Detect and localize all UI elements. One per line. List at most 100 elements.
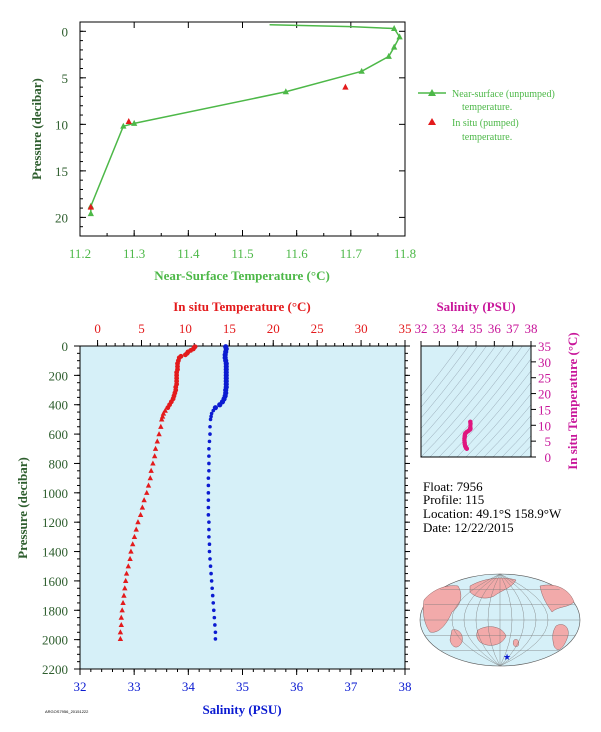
unpumped-point [282,88,289,95]
ts-ytick-label: 5 [545,434,552,449]
pumped-point [87,203,94,210]
profile-ytick-label: 1800 [42,603,68,618]
salinity-point [209,571,213,576]
ts-ytick-label: 25 [538,371,551,386]
temp-xtick-label: 30 [355,321,368,336]
temperature-point [158,423,164,429]
top-xtick-label: 11.4 [177,246,200,261]
temperature-point [154,438,160,444]
legend-pumped-1: In situ (pumped) [452,118,519,129]
ts-point [464,446,470,451]
unpumped-point [391,43,398,50]
temperature-point [122,577,129,584]
top-ytick-label: 15 [55,164,68,179]
unpumped-point [358,67,365,74]
ts-ytick-label: 20 [538,387,551,402]
sal-xtick-label: 35 [236,679,249,694]
salinity-point [211,408,216,413]
salinity-point [208,424,212,429]
temperature-point [118,614,124,620]
legend-marker-unpumped [428,89,436,96]
density-contour [474,393,531,457]
density-contour [421,346,505,449]
top-ytick-label: 20 [55,210,68,225]
salinity-point [207,468,211,473]
salinity-point [213,623,217,627]
salinity-point [206,513,211,517]
salinity-point [206,483,211,488]
ts-ytick-label: 15 [538,402,551,417]
salinity-point [207,542,212,547]
temperature-point [165,405,171,411]
temperature-point [122,585,128,591]
temperature-point [137,511,144,517]
temperature-point [133,526,139,532]
profile-ytick-label: 2000 [42,633,68,648]
temperature-point [160,410,167,416]
density-contour [447,358,531,457]
top-xtick-label: 11.6 [286,246,309,261]
temperature-point [135,519,141,525]
temperature-point [159,413,166,419]
temperature-point [127,555,133,561]
profile-ytick-label: 2200 [42,662,68,677]
salinity-point [208,557,212,561]
temperature-point [152,445,159,451]
temp-xtick-label: 20 [267,321,280,336]
legend-unpumped-1: Near-surface (unpumped) [452,89,555,100]
density-contour [421,346,478,419]
salinity-point [208,564,213,569]
temperature-point [144,489,150,495]
profile-bottom-xlabel: Salinity (PSU) [202,702,281,717]
ts-xtick-label: 38 [525,321,538,336]
salinity-point [208,432,212,436]
ts-ylabel: In situ Temperature (°C) [565,332,580,470]
temp-xtick-label: 15 [223,321,236,336]
salinity-point [207,549,212,554]
legend-unpumped-2: temperature. [462,102,512,113]
temperature-point [123,570,130,576]
ts-xtick-label: 34 [451,321,465,336]
density-contour [501,425,531,457]
temperature-point [148,467,154,473]
profile-top-xlabel: In situ Temperature (°C) [173,299,311,314]
top-xtick-label: 11.5 [231,246,253,261]
ts-ytick-label: 10 [538,418,551,433]
salinity-point [213,637,218,641]
profile-ytick-label: 800 [49,456,69,471]
temperature-point [117,629,124,635]
temperature-point [145,482,152,488]
top-legend: Near-surface (unpumped) temperature. In … [418,89,555,143]
ts-xtick-label: 32 [415,321,428,336]
salinity-point [212,405,219,411]
location-map: ★ [419,573,581,667]
temperature-point [151,453,158,459]
salinity-point [206,498,211,502]
ts-xtick-label: 36 [488,321,502,336]
ts-ytick-label: 35 [538,339,551,354]
density-contour [465,382,531,457]
profile-ytick-label: 1200 [42,515,68,530]
top-ytick-label: 10 [55,117,68,132]
unpumped-point [131,119,138,126]
unpumped-point [87,210,94,217]
map-landmasses [423,577,575,650]
profile-ytick-label: 1000 [42,486,68,501]
salinity-point [206,476,211,480]
profile-ytick-label: 0 [62,339,69,354]
density-contour [456,370,531,457]
profile-chart: 0 5 10 15 20 25 30 35 32 33 34 35 36 37 38 0 200 400 600 80… [15,299,412,717]
top-ylabel: Pressure (decibar) [29,78,44,180]
temperature-point [147,475,153,481]
profile-plot-background [80,346,405,669]
sal-xtick-label: 38 [399,679,412,694]
top-xtick-label: 11.8 [394,246,416,261]
unpumped-point [396,33,403,40]
density-contour [421,346,514,457]
ts-ytick-label: 30 [538,355,551,370]
pumped-point [125,118,132,125]
salinity-point [213,630,218,635]
density-contour [438,346,531,457]
